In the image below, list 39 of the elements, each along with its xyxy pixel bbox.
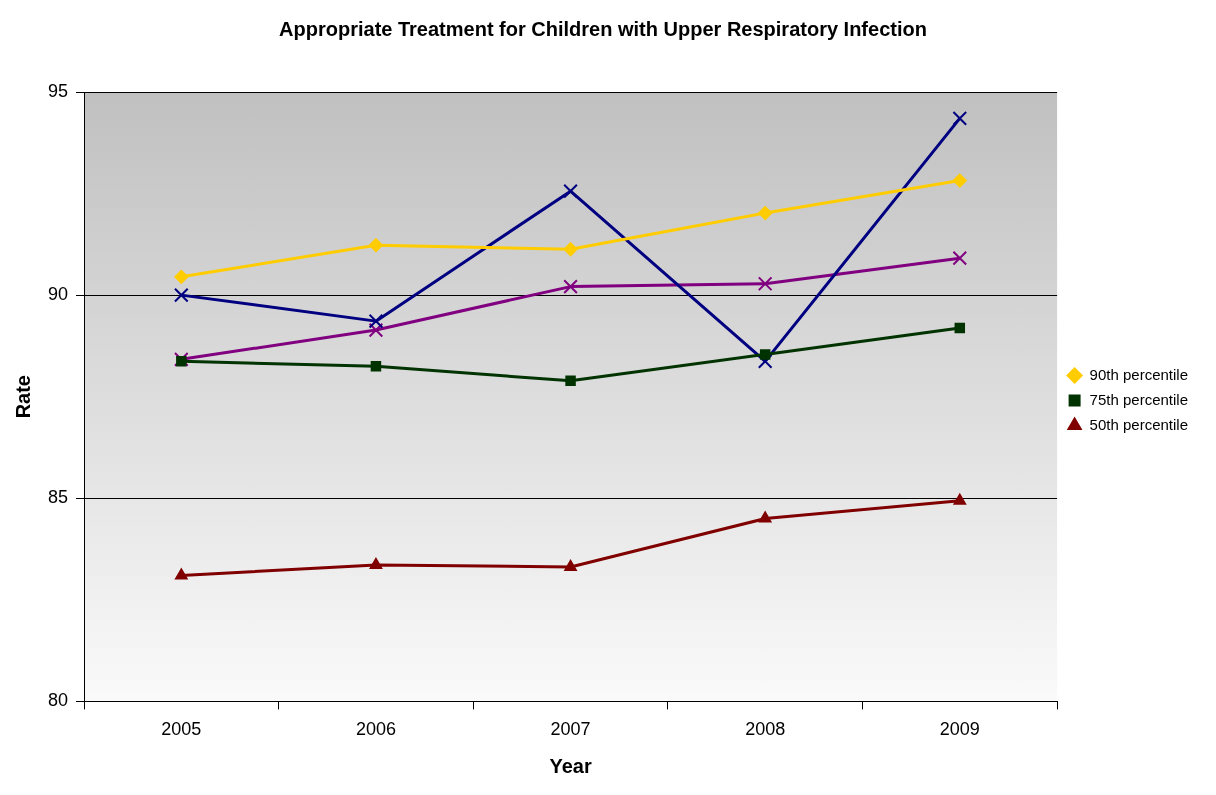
y-axis-title: Rate bbox=[11, 375, 34, 419]
x-tick-label: 2005 bbox=[161, 719, 202, 740]
point bbox=[564, 559, 577, 571]
legend-label: 50th percentile bbox=[1089, 415, 1189, 433]
legend-label: 75th percentile bbox=[1089, 390, 1189, 408]
point bbox=[565, 375, 576, 387]
point bbox=[953, 493, 966, 505]
x-tick-label: 2009 bbox=[939, 719, 980, 740]
y-tick-label: 85 bbox=[47, 487, 69, 508]
x-tick-label: 2008 bbox=[745, 719, 786, 740]
x-tick-label: 2006 bbox=[355, 719, 396, 740]
point bbox=[757, 276, 773, 292]
point bbox=[952, 250, 968, 266]
point bbox=[757, 353, 773, 369]
point bbox=[370, 360, 382, 372]
x-axis-title: Year bbox=[549, 754, 592, 777]
point bbox=[175, 568, 188, 580]
point bbox=[563, 279, 578, 294]
point bbox=[954, 322, 966, 334]
point bbox=[174, 269, 189, 284]
y-tick-label: 80 bbox=[47, 690, 69, 711]
point bbox=[368, 313, 384, 329]
point bbox=[368, 322, 384, 338]
point bbox=[176, 356, 187, 367]
point bbox=[952, 173, 967, 188]
chart-title: Appropriate Treatment for Children with Upper Respiratory Infection bbox=[279, 17, 927, 40]
x-tick-label: 2007 bbox=[550, 719, 591, 740]
point bbox=[952, 111, 968, 126]
point bbox=[563, 183, 578, 199]
point bbox=[758, 511, 772, 523]
point bbox=[563, 242, 578, 257]
y-tick-label: 90 bbox=[47, 284, 69, 305]
point bbox=[758, 206, 773, 221]
point bbox=[759, 349, 771, 360]
y-tick-label: 95 bbox=[47, 80, 69, 101]
point bbox=[368, 238, 383, 253]
point bbox=[369, 557, 383, 569]
legend-label: 90th percentile bbox=[1089, 365, 1189, 383]
point bbox=[173, 287, 189, 303]
